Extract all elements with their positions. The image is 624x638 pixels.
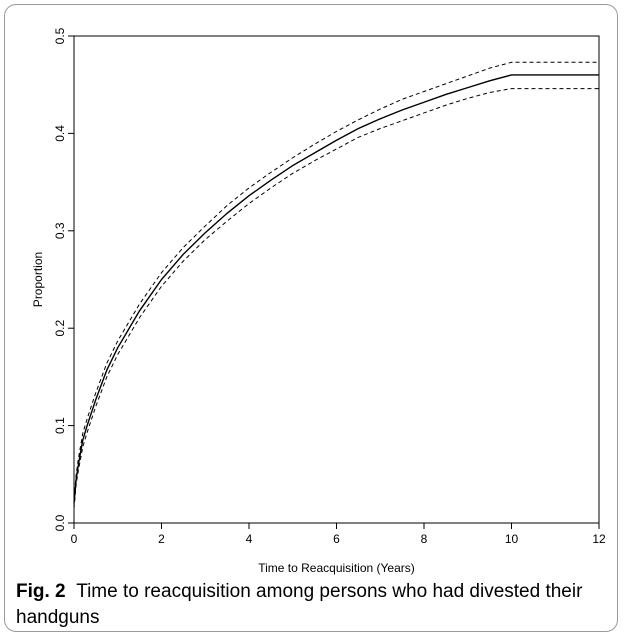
curves: [73, 61, 599, 509]
y-tick-label: 0.5: [53, 27, 67, 44]
figure-caption-text: Time to reacquisition among persons who …: [16, 581, 583, 628]
estimate-curve: [73, 74, 599, 504]
x-axis-label: Time to Reacquisition (Years): [258, 561, 415, 575]
figure-caption: Fig. 2 Time to reacquisition among perso…: [16, 579, 606, 631]
figure-label: Fig. 2: [16, 581, 66, 602]
y-tick-label: 0.4: [53, 125, 67, 142]
chart: 0 2 4 6 8 10 12 0.0 0.1 0.2 0.3 0.4 0.5 Time to Reac…: [31, 27, 606, 575]
axes: 0 2 4 6 8 10 12 0.0 0.1 0.2 0.3 0.4 0.5: [53, 27, 606, 546]
x-tick-label: 4: [246, 532, 253, 546]
x-tick-label: 12: [592, 532, 606, 546]
upper-bound-curve: [73, 61, 599, 499]
lower-bound-curve: [73, 88, 599, 509]
x-tick-label: 0: [71, 532, 78, 546]
y-tick-label: 0.1: [53, 417, 67, 434]
x-tick-label: 2: [158, 532, 165, 546]
x-tick-label: 10: [505, 532, 519, 546]
y-tick-label: 0.0: [53, 514, 67, 531]
y-tick-label: 0.2: [53, 320, 67, 337]
x-tick-label: 8: [421, 532, 428, 546]
plot-frame: [73, 35, 600, 524]
y-tick-label: 0.3: [53, 222, 67, 239]
y-axis-label: Proportion: [31, 252, 45, 307]
x-tick-label: 6: [333, 532, 340, 546]
figure-card: [4, 4, 618, 632]
